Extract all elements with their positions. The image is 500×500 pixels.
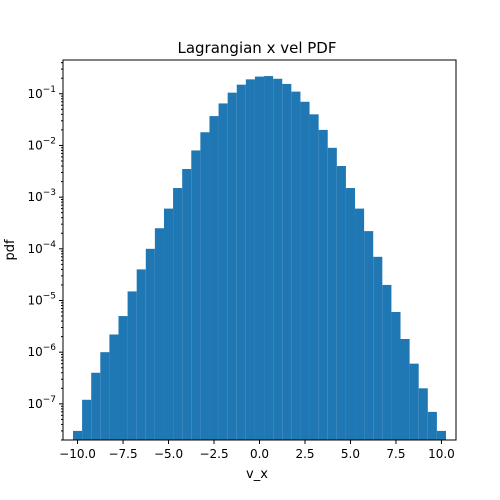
histogram-bar [291,92,300,440]
histogram-bar [428,412,437,440]
histogram-bar [337,166,346,440]
histogram-bar [164,209,173,440]
histogram-bar [373,257,382,440]
histogram-bar [91,373,100,440]
y-tick-label: 10−1 [27,85,56,101]
histogram-bar [200,132,209,440]
histogram-bar [419,388,428,440]
y-tick-label: 10−5 [27,292,56,308]
histogram-bar [191,150,200,440]
histogram-bar [364,231,373,440]
histogram-bar [228,93,237,440]
histogram-bar [282,84,291,440]
y-axis: 10−1 10−2 10−3 10−4 10−5 10−6 10−7 [27,63,63,440]
histogram-bar [219,103,228,440]
histogram-bar [391,312,400,440]
x-tick-label: −5.0 [154,447,183,461]
x-axis: −10.0 −7.5 −5.0 −2.5 0.0 2.5 5.0 7.5 10.0 [59,440,455,461]
y-tick-label: 10−3 [27,188,56,204]
x-tick-label: 2.5 [295,447,314,461]
histogram-bar [155,228,164,440]
y-tick-label: 10−7 [27,395,56,411]
histogram-bar [73,431,82,440]
histogram-bar [401,339,410,440]
histogram-bars [73,76,446,440]
histogram-bar [264,76,273,440]
histogram-bar [310,114,319,440]
y-tick-label: 10−6 [27,343,56,359]
histogram-bar [173,188,182,440]
y-tick-label: 10−2 [27,136,56,152]
histogram-bar [410,364,419,440]
x-tick-label: −2.5 [199,447,228,461]
histogram-bar [328,148,337,440]
y-axis-label: pdf [3,239,18,261]
x-axis-label: v_x [246,467,268,482]
histogram-bar [118,316,127,440]
x-tick-label: 10.0 [428,447,455,461]
histogram-bar [300,102,309,440]
histogram-bar [209,116,218,440]
chart-title: Lagrangian x vel PDF [177,39,336,57]
histogram-bar [246,79,255,440]
histogram-bar [182,169,191,440]
histogram-bar [255,77,264,440]
histogram-bar [137,269,146,440]
y-tick-label: 10−4 [27,240,56,256]
histogram-bar [100,352,109,440]
x-tick-label: 7.5 [386,447,405,461]
x-tick-label: −10.0 [59,447,96,461]
histogram-bar [319,130,328,440]
histogram-bar [109,334,118,440]
x-tick-label: 0.0 [250,447,269,461]
histogram-bar [346,188,355,440]
histogram-bar [128,291,137,440]
histogram-bar [355,209,364,440]
x-tick-label: −7.5 [108,447,137,461]
x-tick-label: 5.0 [341,447,360,461]
histogram-bar [237,85,246,440]
histogram-bar [82,400,91,440]
histogram-bar [273,79,282,440]
histogram-bar [382,285,391,440]
histogram-bar [146,249,155,440]
histogram-bar [437,431,446,440]
